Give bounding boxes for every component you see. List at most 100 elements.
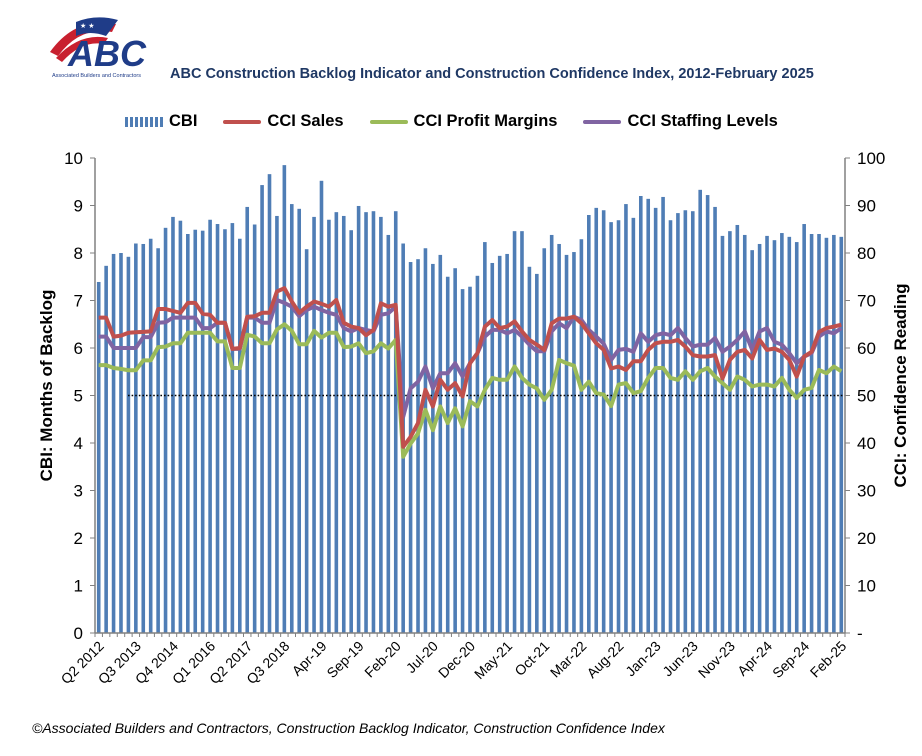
- legend-item-staffing: CCI Staffing Levels: [583, 112, 778, 131]
- legend-label: CCI Profit Margins: [413, 112, 558, 130]
- cbi-bar: [638, 196, 643, 633]
- cbi-bar: [111, 253, 116, 633]
- cbi-bar: [794, 242, 799, 633]
- cbi-bar: [438, 254, 443, 633]
- cbi-bar: [148, 238, 153, 633]
- cbi-bar: [802, 224, 806, 633]
- cbi-bar: [230, 223, 235, 633]
- right-tick-label: -: [857, 624, 863, 643]
- legend-item-sales: CCI Sales: [223, 112, 344, 131]
- cbi-bar: [364, 212, 368, 633]
- right-tick-label: 10: [857, 577, 876, 596]
- cbi-bar: [371, 211, 376, 633]
- legend-swatch-cbi: [125, 116, 163, 127]
- cbi-bar: [497, 255, 502, 633]
- cbi-bar: [468, 286, 472, 633]
- cbi-bar: [423, 248, 428, 633]
- cbi-bar: [809, 234, 814, 633]
- cbi-bar: [156, 248, 160, 633]
- left-tick-label: 2: [74, 529, 83, 548]
- x-tick-label: Apr-19: [289, 638, 330, 679]
- cbi-bar: [379, 216, 383, 633]
- cbi-bar: [646, 198, 651, 633]
- cbi-bar: [817, 234, 821, 633]
- cbi-bar: [483, 242, 487, 633]
- cbi-bar: [601, 210, 606, 633]
- cbi-bar: [750, 250, 754, 633]
- cbi-bar: [163, 227, 168, 633]
- cbi-bar: [193, 229, 198, 633]
- right-tick-label: 80: [857, 244, 876, 263]
- cbi-bar: [200, 230, 205, 634]
- cbi-bar: [96, 281, 101, 633]
- left-axis-title: CBI: Months of Backlog: [37, 290, 56, 482]
- cbi-bar: [453, 268, 457, 633]
- x-tick-label: Feb-25: [807, 638, 850, 681]
- cbi-bar: [349, 230, 353, 633]
- cbi-bar: [661, 196, 665, 633]
- cbi-bar: [512, 231, 517, 633]
- cbi-bar: [728, 231, 732, 633]
- right-tick-label: 70: [857, 292, 876, 311]
- x-tick-label: Sep-19: [323, 638, 366, 681]
- cbi-bar: [238, 238, 242, 633]
- right-axis-title: CCI: Confidence Reading: [891, 283, 910, 487]
- cbi-bar: [742, 234, 747, 633]
- x-tick-label: Mar-22: [547, 638, 590, 681]
- x-tick-label: Jun-23: [659, 638, 701, 680]
- legend-swatch-staffing: [583, 119, 622, 124]
- cbi-bar: [267, 174, 272, 633]
- cbi-bar: [668, 220, 673, 633]
- cbi-bar: [386, 234, 391, 633]
- cbi-bar: [431, 263, 435, 633]
- legend-swatch-sales: [223, 119, 262, 124]
- cbi-bar: [579, 239, 584, 633]
- cbi-bar: [289, 204, 294, 633]
- cbi-bar: [824, 237, 829, 634]
- cbi-bar: [631, 217, 636, 633]
- cbi-bar: [557, 243, 561, 633]
- cbi-bar: [787, 236, 792, 633]
- cbi-bar: [490, 262, 495, 633]
- svg-text:ABC: ABC: [67, 33, 147, 74]
- cbi-bar: [832, 234, 836, 633]
- cbi-bar: [260, 185, 264, 633]
- left-tick-label: 7: [74, 292, 83, 311]
- cci-profit-margins-line: [98, 322, 843, 459]
- cbi-bar: [572, 252, 576, 634]
- cbi-bar: [698, 189, 702, 633]
- cbi-bar: [304, 249, 309, 633]
- left-tick-label: 3: [74, 482, 83, 501]
- left-tick-label: 1: [74, 577, 83, 596]
- right-tick-label: 50: [857, 387, 876, 406]
- left-tick-label: 8: [74, 244, 83, 263]
- cbi-bar: [624, 204, 628, 633]
- cbi-bar: [735, 224, 740, 633]
- left-tick-label: 6: [74, 339, 83, 358]
- cbi-bar: [319, 180, 324, 634]
- cbi-bar: [676, 213, 680, 633]
- left-tick-label: 5: [74, 387, 83, 406]
- x-tick-label: Sep-24: [769, 638, 812, 681]
- chart-title: ABC Construction Backlog Indicator and C…: [170, 66, 814, 82]
- cbi-bar: [215, 224, 220, 633]
- x-tick-label: Jan-23: [622, 638, 664, 680]
- cbi-bar: [327, 219, 331, 633]
- left-tick-label: 0: [74, 624, 83, 643]
- svg-text:Associated Builders and Contra: Associated Builders and Contractors: [52, 73, 141, 79]
- cbi-bar: [520, 231, 524, 633]
- left-tick-label: 4: [74, 434, 83, 453]
- cbi-bar: [252, 224, 257, 633]
- cbi-bar: [186, 234, 190, 633]
- cbi-bar: [282, 165, 287, 633]
- right-tick-label: 20: [857, 529, 876, 548]
- cbi-bar: [594, 207, 599, 633]
- cbi-bar: [141, 243, 146, 633]
- cbi-bar: [690, 211, 695, 633]
- abc-logo: ★ ★ ABC Associated Builders and Contract…: [50, 17, 147, 79]
- x-tick-label: Apr-24: [734, 638, 775, 679]
- right-tick-label: 40: [857, 434, 876, 453]
- cbi-bar: [653, 207, 658, 633]
